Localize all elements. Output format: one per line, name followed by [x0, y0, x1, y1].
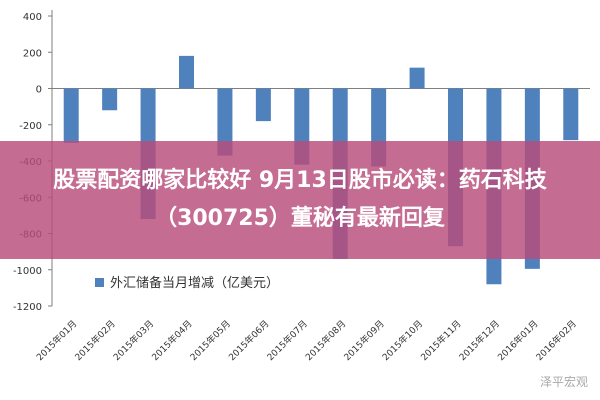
x-tick-label: 2015年03月 — [111, 318, 157, 364]
x-tick-label: 2015年02月 — [72, 318, 118, 364]
headline-line-1: 股票配资哪家比较好 9月13日股市必读：药石科技 — [53, 168, 547, 193]
y-tick-label: -1200 — [13, 302, 42, 313]
headline-line-2: （300725）董秘有最新回复 — [155, 206, 445, 231]
x-tick-label: 2015年01月 — [34, 318, 80, 364]
legend-swatch — [95, 278, 104, 287]
headline-banner[interactable]: 股票配资哪家比较好 9月13日股市必读：药石科技 （300725）董秘有最新回复 — [0, 141, 600, 259]
bar — [63, 88, 79, 143]
bar — [409, 67, 425, 89]
x-tick-label: 2016年01月 — [495, 318, 541, 364]
x-tick-label: 2016年02月 — [533, 318, 579, 364]
x-tick-label: 2015年10月 — [380, 318, 426, 364]
y-tick-label: 400 — [23, 12, 42, 23]
bar — [563, 88, 579, 141]
x-tick-label: 2015年09月 — [341, 318, 387, 364]
x-tick-label: 2015年11月 — [418, 318, 464, 364]
y-tick-label: -1000 — [13, 266, 42, 277]
y-tick-label: 0 — [36, 85, 42, 96]
x-tick-label: 2015年08月 — [303, 318, 349, 364]
bar — [179, 55, 194, 89]
bar — [102, 88, 118, 111]
x-tick-label: 2015年04月 — [149, 318, 195, 364]
legend-label: 外汇储备当月增减（亿美元） — [110, 275, 279, 291]
y-tick-label: 200 — [23, 48, 42, 59]
bar — [255, 88, 271, 122]
bar — [217, 88, 233, 156]
x-tick-label: 2015年06月 — [226, 318, 272, 364]
y-tick-label: -200 — [19, 121, 42, 132]
watermark: 泽平宏观 — [539, 375, 588, 389]
